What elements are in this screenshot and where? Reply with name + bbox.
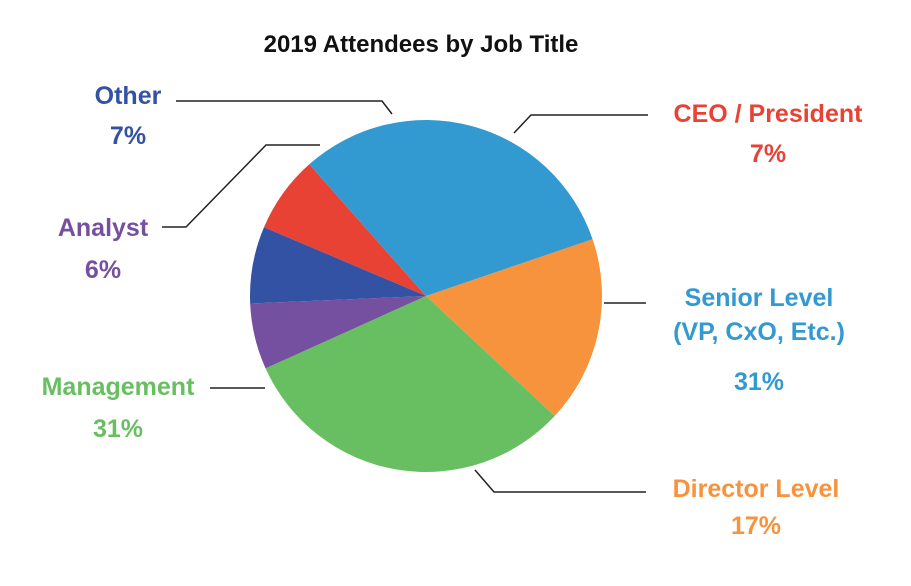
pie-slice-senior-level-vp-cxo-etc [309,119,593,296]
leader-line-other [176,100,393,115]
leader-line-director-level [474,469,646,493]
pie-slices [250,119,603,473]
slice-label-ceo-president: CEO / President [674,100,864,128]
slice-value-ceo-president: 7% [750,140,786,168]
slice-label-analyst: Analyst [58,214,149,242]
chart-title: 2019 Attendees by Job Title [264,31,579,58]
pie-slice-ceo-president [263,164,426,296]
slice-label-senior-level-vp-cxo-etc-line-1: Senior Level [685,284,834,312]
slice-label-management: Management [42,373,195,401]
leader-line-ceo-president [513,114,648,134]
pie-slice-analyst [250,296,426,369]
slice-value-senior-level-vp-cxo-etc: 31% [734,368,784,396]
slice-value-analyst: 6% [85,256,121,284]
leader-lines [162,100,648,493]
slice-label-director-level: Director Level [673,475,840,503]
slice-value-other: 7% [110,122,146,150]
pie-slice-other [250,227,426,304]
slice-label-senior-level-vp-cxo-etc-line-2: (VP, CxO, Etc.) [673,318,845,346]
slice-value-director-level: 17% [731,512,781,540]
pie-slice-management [265,296,555,473]
slice-labels: CEO / President 7% Senior Level (VP, CxO, E… [42,82,864,540]
slice-value-management: 31% [93,415,143,443]
slice-label-other: Other [95,82,162,110]
pie-slice-director-level [426,239,603,417]
leader-line-analyst [162,144,320,228]
